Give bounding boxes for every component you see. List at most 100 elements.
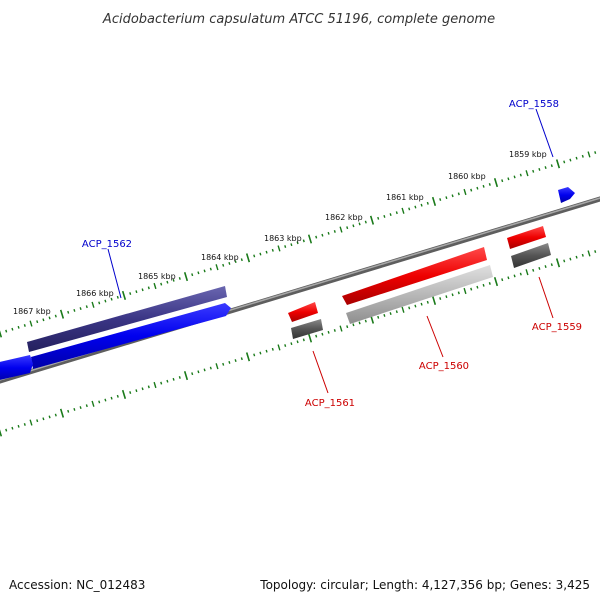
kbp-label-1862: 1862 kbp (325, 213, 363, 222)
upper-track-tick (116, 295, 119, 299)
length-label: Length: (372, 578, 419, 592)
upper-track-tick (569, 158, 572, 162)
lower-track-tick (563, 259, 566, 263)
gene-acp-1560-arrow[interactable] (342, 247, 487, 305)
upper-track-tick (265, 250, 268, 254)
lower-track-tick (307, 333, 313, 343)
lower-track-tick (110, 396, 113, 400)
gene-acp-1559-arrow[interactable] (507, 226, 546, 249)
gene-left-edge-arrow[interactable] (0, 355, 33, 381)
callout-lines (107, 108, 554, 394)
lower-track-tick (121, 389, 127, 399)
lower-track-tick (482, 283, 485, 287)
lower-track-tick (463, 287, 467, 295)
gene-acp-1559-band[interactable] (511, 243, 551, 268)
upper-track-tick (110, 297, 113, 301)
gene-acp-1561-band[interactable] (291, 319, 323, 339)
upper-track-tick (321, 233, 324, 237)
upper-track-tick (389, 213, 392, 217)
callout-line-acp-1558 (535, 108, 554, 158)
lower-track-tick (54, 413, 57, 417)
upper-track-tick (191, 273, 194, 277)
upper-track-tick (507, 177, 510, 181)
lower-track-tick (141, 387, 144, 391)
lower-track-tick (116, 394, 119, 398)
upper-track-tick (91, 301, 95, 308)
upper-track-tick (470, 188, 473, 192)
upper-track-tick (67, 310, 70, 314)
lower-track-tick (160, 381, 163, 385)
lower-track-tick (408, 306, 411, 310)
upper-track-tick (532, 169, 535, 173)
genome-backbone (0, 196, 600, 384)
lower-track-tick (594, 250, 597, 253)
upper-track-tick (358, 222, 361, 226)
gene-acp-1560-band[interactable] (346, 265, 493, 324)
lower-track-tick (538, 266, 541, 270)
lower-track-tick (439, 297, 442, 300)
gene-label-acp-1558[interactable]: ACP_1558 (509, 99, 559, 110)
lower-track-tick (420, 302, 423, 306)
upper-track-tick (234, 260, 237, 264)
lower-track-tick (445, 295, 448, 299)
gene-acp-1558-arrow[interactable] (558, 187, 575, 203)
lower-track-tick (153, 381, 157, 389)
upper-track-tick (575, 156, 578, 160)
gene-label-acp-1560[interactable]: ACP_1560 (419, 361, 469, 372)
lower-tick-track (0, 250, 597, 437)
upper-track-tick (445, 196, 448, 200)
upper-track-tick (59, 309, 65, 319)
lower-track-tick (327, 330, 330, 334)
upper-track-tick (153, 282, 157, 290)
lower-track-tick (339, 325, 343, 332)
lower-track-tick (569, 257, 572, 261)
upper-track-tick (383, 214, 386, 218)
genome-summary: Topology: circular; Length: 4,127,356 bp… (260, 578, 590, 592)
lower-track-tick (395, 310, 398, 314)
upper-track-tick (222, 263, 225, 267)
upper-track-tick (302, 239, 305, 243)
lower-track-tick (79, 406, 82, 410)
lower-track-tick (29, 419, 33, 426)
kbp-label-1867: 1867 kbp (13, 307, 51, 316)
gene-label-acp-1561[interactable]: ACP_1561 (305, 398, 355, 409)
lower-track-tick (228, 360, 231, 364)
upper-track-tick (431, 196, 437, 206)
upper-track-tick (488, 183, 491, 186)
gene-label-acp-1559[interactable]: ACP_1559 (532, 322, 582, 333)
upper-track-tick (85, 305, 88, 309)
upper-track-tick (544, 166, 547, 170)
upper-track-tick (364, 220, 367, 224)
kbp-label-1860: 1860 kbp (448, 172, 486, 181)
upper-track-tick (519, 173, 522, 177)
lower-track-tick (147, 385, 150, 389)
upper-track-tick (333, 230, 336, 233)
accession-label: Accession: (9, 578, 73, 592)
upper-track-tick (29, 320, 33, 327)
upper-track-tick (414, 205, 417, 209)
topology-value: circular (320, 578, 365, 592)
gene-acp-1562-band[interactable] (27, 286, 227, 352)
lower-track-tick (493, 277, 499, 287)
lower-track-tick (183, 371, 189, 381)
gene-acp-1562-arrow[interactable] (31, 303, 231, 369)
upper-track-tick (377, 216, 380, 220)
lower-track-tick (178, 376, 181, 379)
lower-track-tick (67, 409, 70, 413)
lower-track-tick (525, 269, 529, 276)
kbp-label-1861: 1861 kbp (386, 193, 424, 202)
lower-track-tick (172, 377, 175, 381)
lower-track-tick (377, 315, 380, 319)
lower-track-tick (501, 278, 504, 282)
topology-label: Topology: (260, 578, 317, 592)
gene-acp-1561-arrow[interactable] (288, 302, 318, 322)
gene-label-acp-1562[interactable]: ACP_1562 (82, 239, 132, 250)
lower-track-tick (389, 312, 392, 316)
upper-track-tick (482, 184, 485, 188)
lower-track-tick (284, 344, 287, 347)
upper-track-tick (178, 277, 181, 280)
upper-track-tick (581, 154, 584, 158)
lower-track-tick (73, 407, 76, 411)
lower-track-tick (451, 293, 454, 297)
lower-track-tick (98, 400, 101, 404)
